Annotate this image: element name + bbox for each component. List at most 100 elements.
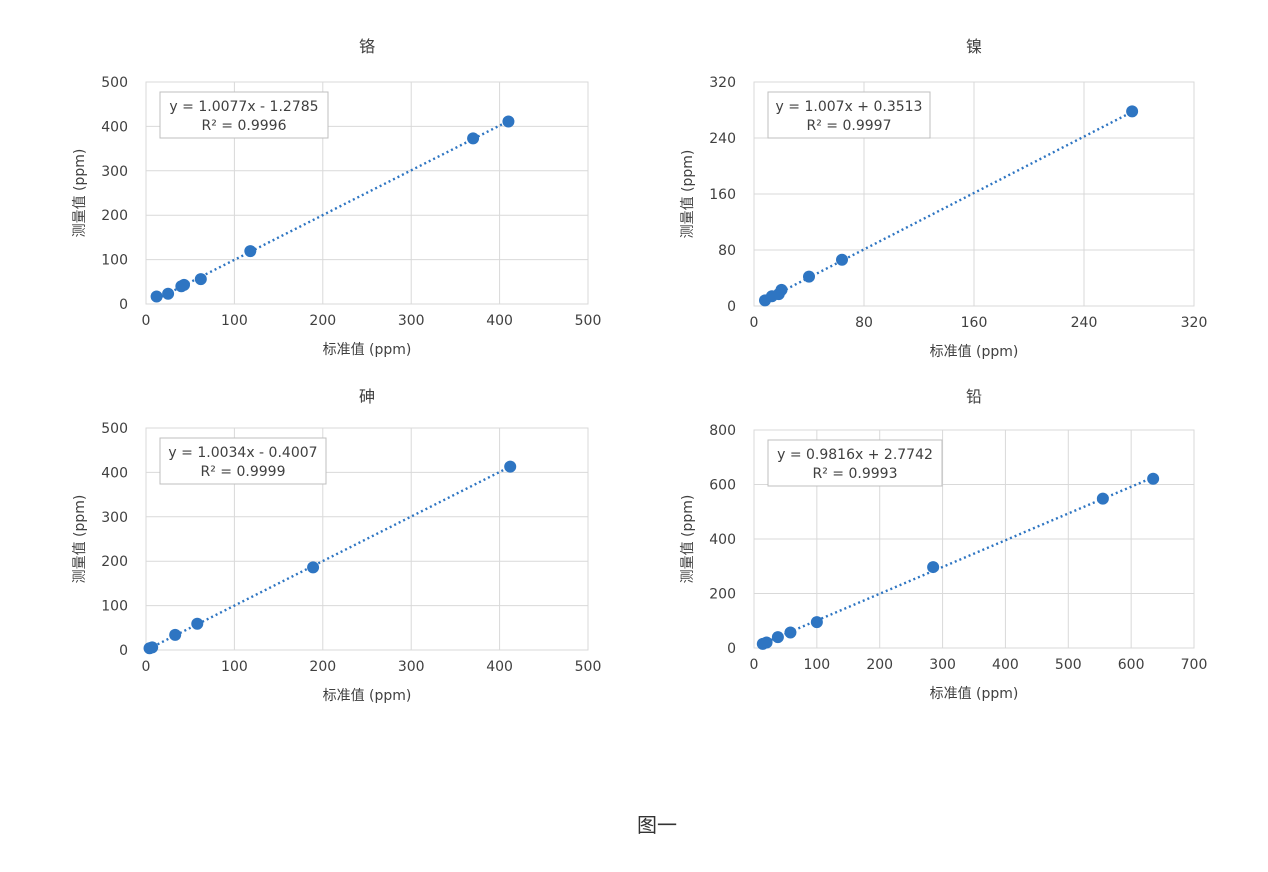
- x-tick-label: 400: [486, 659, 513, 675]
- data-point: [810, 616, 823, 629]
- data-point: [760, 636, 773, 649]
- x-tick-label: 200: [309, 659, 336, 675]
- plot-area: [145, 427, 589, 651]
- y-axis-label: 测量值 (ppm): [72, 149, 88, 238]
- y-tick-label: 200: [101, 208, 128, 224]
- chart-title: 铬: [359, 37, 375, 56]
- x-tick-label: 160: [961, 315, 988, 331]
- chart-title: 铅: [966, 387, 982, 406]
- data-point: [1096, 492, 1109, 505]
- x-axis-label: 标准值 (ppm): [930, 344, 1019, 360]
- y-tick-label: 800: [709, 423, 736, 439]
- y-axis-label: 测量值 (ppm): [680, 150, 696, 239]
- regression-equation: y = 1.0034x - 0.4007: [168, 445, 317, 461]
- data-point: [803, 270, 815, 283]
- r-squared: R² = 0.9993: [813, 466, 898, 482]
- regression-equation: y = 1.0077x - 1.2785: [169, 99, 318, 115]
- y-tick-label: 160: [709, 187, 736, 203]
- regression-equation: y = 1.007x + 0.3513: [776, 99, 923, 115]
- r-squared: R² = 0.9996: [202, 118, 287, 134]
- x-tick-label: 200: [309, 313, 336, 329]
- x-tick-label: 400: [992, 657, 1019, 673]
- y-tick-label: 100: [101, 253, 128, 269]
- x-tick-label: 100: [221, 659, 248, 675]
- y-tick-label: 100: [101, 599, 128, 615]
- data-point: [244, 245, 257, 258]
- r-squared: R² = 0.9997: [807, 118, 892, 134]
- x-tick-label: 300: [929, 657, 956, 673]
- x-axis-label: 标准值 (ppm): [323, 688, 412, 704]
- y-tick-label: 400: [101, 119, 128, 135]
- x-tick-label: 300: [398, 659, 425, 675]
- data-point: [836, 253, 848, 266]
- x-tick-label: 320: [1181, 315, 1208, 331]
- y-tick-label: 80: [718, 243, 736, 259]
- y-tick-label: 500: [101, 75, 128, 91]
- y-tick-label: 400: [101, 465, 128, 481]
- trendline: [763, 110, 1133, 302]
- y-tick-label: 0: [119, 297, 128, 313]
- x-tick-label: 100: [803, 657, 830, 673]
- y-axis-label: 测量值 (ppm): [680, 495, 696, 584]
- x-tick-label: 500: [575, 313, 602, 329]
- x-tick-label: 0: [750, 657, 759, 673]
- y-tick-label: 300: [101, 510, 128, 526]
- trendline: [761, 476, 1154, 646]
- x-tick-label: 700: [1181, 657, 1208, 673]
- x-tick-label: 500: [575, 659, 602, 675]
- data-point: [771, 631, 784, 644]
- x-tick-label: 240: [1071, 315, 1098, 331]
- data-point: [150, 290, 163, 303]
- data-point: [1126, 105, 1139, 118]
- data-point: [307, 561, 320, 574]
- data-point: [775, 283, 788, 296]
- x-tick-label: 0: [142, 313, 151, 329]
- equation-box: [159, 437, 327, 485]
- y-tick-label: 500: [101, 421, 128, 437]
- y-axis-label: 测量值 (ppm): [72, 495, 88, 584]
- y-tick-label: 0: [119, 643, 128, 659]
- data-point: [169, 628, 182, 641]
- figure-caption: 图一: [637, 813, 677, 837]
- x-tick-label: 600: [1118, 657, 1145, 673]
- chart-lead: 0 100 200 300 400 500 600 700 0 200 400 600 800 铅标准值 …: [680, 387, 1207, 702]
- chart-title: 镍: [966, 37, 982, 56]
- x-tick-label: 0: [142, 659, 151, 675]
- trendline: [156, 120, 509, 301]
- x-tick-label: 0: [750, 315, 759, 331]
- x-tick-label: 200: [866, 657, 893, 673]
- data-point: [194, 273, 207, 286]
- x-tick-label: 80: [855, 315, 873, 331]
- equation-box: [767, 439, 943, 487]
- y-tick-label: 200: [709, 587, 736, 603]
- y-tick-label: 400: [709, 532, 736, 548]
- data-point: [191, 617, 204, 630]
- data-point: [927, 561, 940, 574]
- y-tick-label: 0: [727, 641, 736, 657]
- y-tick-label: 600: [709, 478, 736, 494]
- x-tick-label: 100: [221, 313, 248, 329]
- x-tick-label: 500: [1055, 657, 1082, 673]
- y-tick-label: 320: [709, 75, 736, 91]
- equation-box: [159, 91, 329, 139]
- plot-area: [145, 81, 589, 305]
- y-tick-label: 200: [101, 554, 128, 570]
- plot-area: [753, 429, 1195, 649]
- data-point: [146, 641, 159, 654]
- x-axis-label: 标准值 (ppm): [323, 342, 412, 358]
- plot-area: [753, 81, 1195, 307]
- chart-title: 砷: [359, 387, 375, 406]
- y-tick-label: 300: [101, 164, 128, 180]
- equation-box: [767, 91, 931, 139]
- data-point: [162, 287, 175, 300]
- data-point: [1147, 472, 1160, 485]
- y-tick-label: 0: [727, 299, 736, 315]
- data-point: [502, 115, 515, 128]
- r-squared: R² = 0.9999: [201, 464, 286, 480]
- y-tick-label: 240: [709, 131, 736, 147]
- x-axis-label: 标准值 (ppm): [930, 686, 1019, 702]
